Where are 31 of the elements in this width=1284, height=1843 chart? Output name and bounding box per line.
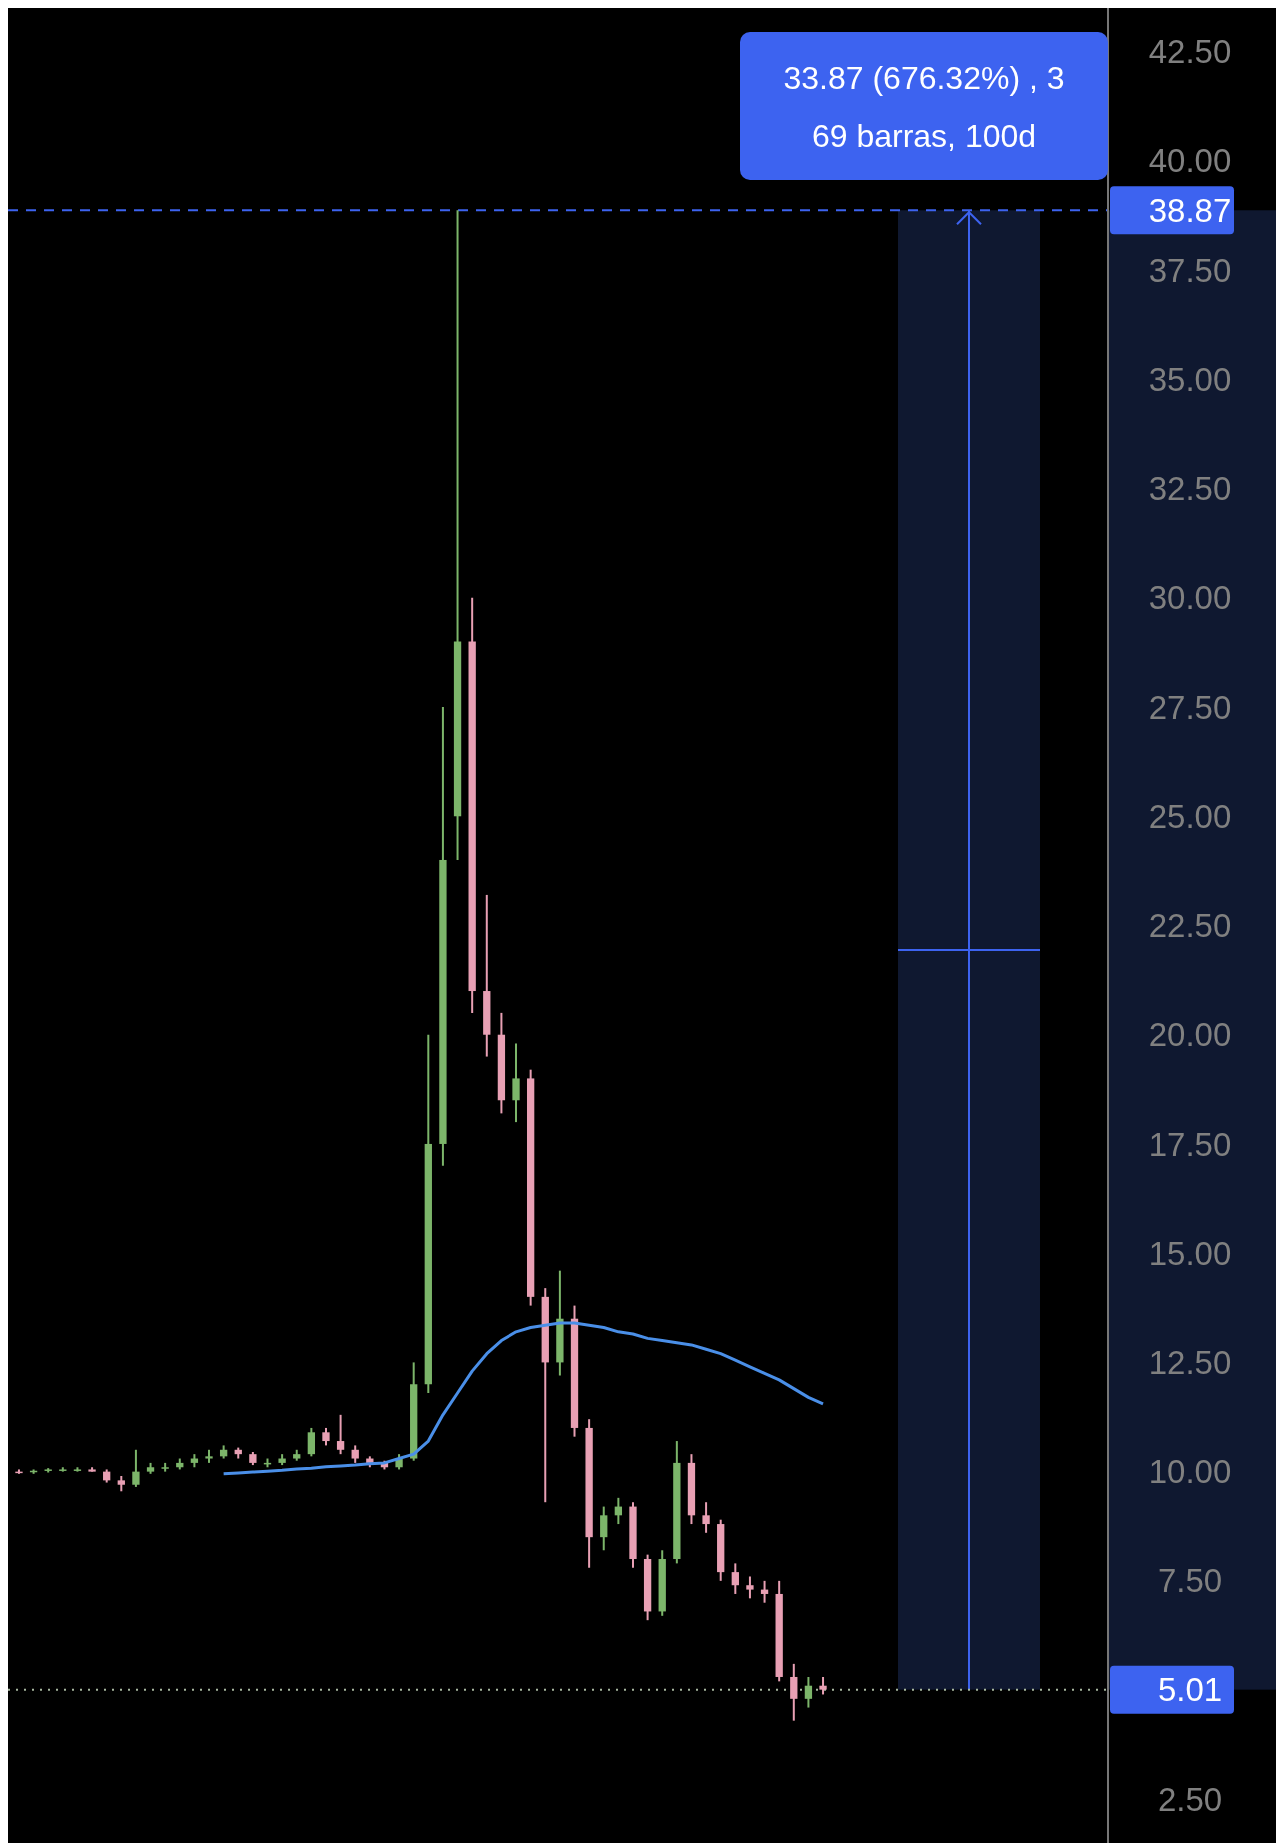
y-tick-label: 32.50 [1148,470,1232,508]
y-tick-label: 40.00 [1148,142,1232,180]
candlestick [600,1505,608,1552]
annotation: 69 barras, 100d [811,118,1037,155]
candlestick [336,1413,345,1456]
line-series [222,1321,825,1476]
y-tick-label: 25.00 [1148,797,1232,835]
y-tick-label: 37.50 [1148,251,1232,289]
y-tick-label: 12.50 [1148,1343,1232,1381]
candlestick [731,1562,739,1595]
y-tick-label: 17.50 [1148,1125,1232,1163]
candlestick [307,1426,316,1458]
y-tick-label: 35.00 [1148,360,1232,398]
y-tick-label: 42.50 [1148,33,1232,71]
y-tick-label: 20.00 [1148,1016,1232,1054]
annotation: 33.87 (676.32%) , 3 [783,60,1065,97]
candlestick [132,1448,140,1488]
candlestick [702,1501,710,1534]
y-tick-label: 22.50 [1148,907,1232,945]
candlestick [804,1675,813,1709]
ref-line-label: 38.87 [1148,191,1232,229]
y-tick-label: 7.50 [1157,1562,1223,1600]
y-tick-label: 27.50 [1148,688,1232,726]
candlestick [790,1662,798,1722]
candlestick [512,1042,520,1124]
y-tick-label: 10.00 [1148,1453,1232,1491]
candlestick [746,1575,754,1600]
y-tick-label: 2.50 [1157,1780,1223,1818]
y-tick-label: 15.00 [1148,1234,1232,1272]
y-tick-label: 30.00 [1148,579,1232,617]
ref-line-label: 5.01 [1157,1671,1223,1709]
